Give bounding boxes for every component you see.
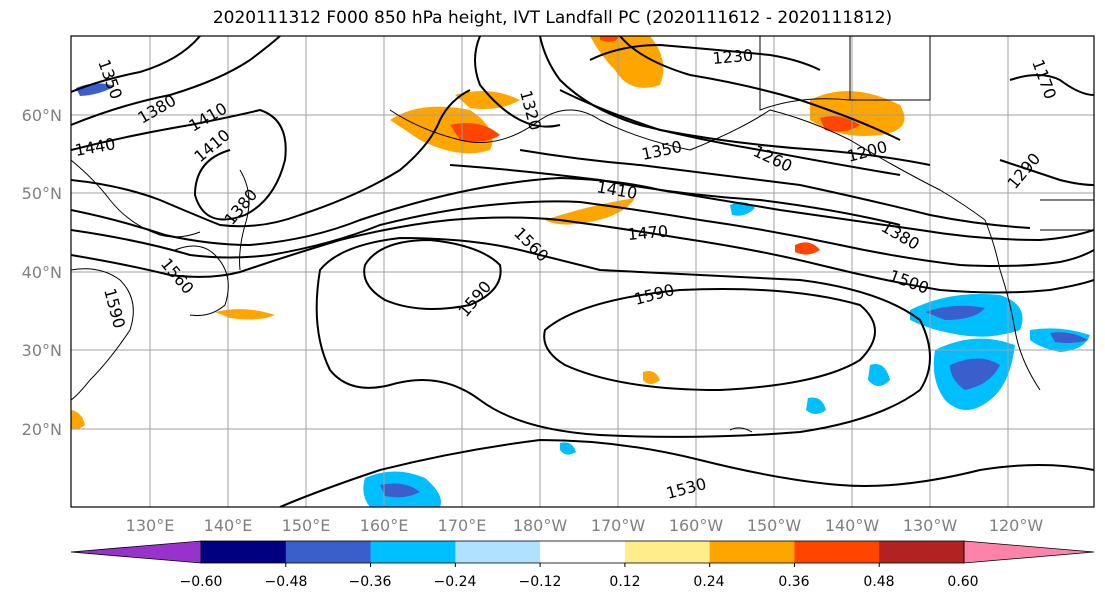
negative-anomaly-shading xyxy=(76,83,1090,507)
colorbar-tick-label: 0.24 xyxy=(693,574,724,590)
colorbar-segment xyxy=(285,541,372,563)
lon-label: 180°W xyxy=(513,516,568,535)
lat-label: 60°N xyxy=(22,106,62,125)
lon-label: 120°W xyxy=(989,516,1044,535)
colorbar xyxy=(70,540,1095,567)
colorbar-tick-label: 0.48 xyxy=(863,574,894,590)
contour-label: 1230 xyxy=(712,46,754,68)
lat-label: 30°N xyxy=(22,341,62,360)
latitude-labels: 60°N 50°N 40°N 30°N 20°N xyxy=(22,106,62,439)
map-frame xyxy=(70,35,1095,508)
colorbar-segment xyxy=(540,541,626,563)
gridlines xyxy=(71,36,1094,507)
colorbar-tick-label: −0.24 xyxy=(434,574,477,590)
lon-label: 150°E xyxy=(282,516,331,535)
colorbar-segment xyxy=(201,541,287,563)
lat-label: 20°N xyxy=(22,420,62,439)
coastlines xyxy=(71,36,1094,433)
colorbar-segment xyxy=(370,541,456,563)
lon-label: 160°W xyxy=(669,516,724,535)
contour-label: 1470 xyxy=(627,222,669,244)
colorbar-tick-label: −0.36 xyxy=(349,574,392,590)
colorbar-extend-low xyxy=(70,540,202,564)
lon-label: 160°E xyxy=(360,516,409,535)
lon-label: 170°E xyxy=(438,516,487,535)
colorbar-segment xyxy=(455,541,541,563)
colorbar-segment xyxy=(794,541,880,563)
colorbar-extend-high xyxy=(963,540,1095,564)
positive-anomaly-shading xyxy=(71,36,905,430)
lon-label: 140°E xyxy=(204,516,253,535)
colorbar-tick-label: −0.12 xyxy=(519,574,562,590)
longitude-labels: 130°E 140°E 150°E 160°E 170°E 180°W 170°… xyxy=(126,516,1044,535)
lon-label: 130°W xyxy=(903,516,958,535)
lon-label: 130°E xyxy=(126,516,175,535)
colorbar-tick-label: 0.60 xyxy=(947,574,978,590)
lat-label: 50°N xyxy=(22,184,62,203)
height-contours xyxy=(71,36,1094,507)
colorbar-tick-label: −0.60 xyxy=(180,574,223,590)
lon-label: 140°W xyxy=(825,516,880,535)
colorbar-segment xyxy=(879,541,965,563)
colorbar-tick-label: 0.12 xyxy=(609,574,640,590)
colorbar-tick-labels: −0.60 −0.48 −0.36 −0.24 −0.12 0.12 0.24 … xyxy=(180,574,979,590)
map-title: 2020111312 F000 850 hPa height, IVT Land… xyxy=(212,8,893,28)
colorbar-tick-label: 0.36 xyxy=(778,574,809,590)
colorbar-tick-label: −0.48 xyxy=(265,574,308,590)
lat-label: 40°N xyxy=(22,263,62,282)
colorbar-segment xyxy=(624,541,711,563)
colorbar-outline xyxy=(200,540,965,564)
lon-label: 170°W xyxy=(591,516,646,535)
colorbar-segment xyxy=(709,541,795,563)
lon-label: 150°W xyxy=(747,516,802,535)
